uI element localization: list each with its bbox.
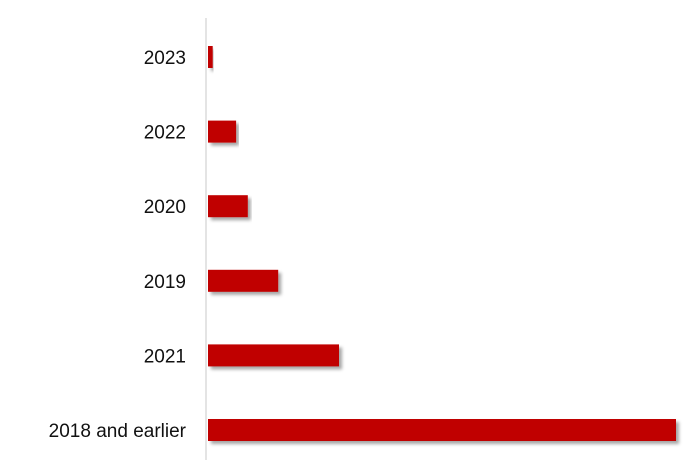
category-label: 2019 — [144, 272, 186, 293]
category-label: 2022 — [144, 123, 186, 144]
bar-2021 — [208, 344, 339, 367]
bar-2019 — [208, 269, 279, 292]
bars-layer — [208, 46, 676, 441]
category-label: 2018 and earlier — [49, 421, 187, 442]
category-label: 2021 — [144, 346, 186, 367]
bar-2020 — [208, 195, 248, 218]
category-labels-layer: 2023 2022 2020 2019 2021 2018 and earlier — [49, 48, 187, 442]
bar-2022 — [208, 120, 237, 143]
bar-2023 — [208, 46, 213, 68]
category-label: 2023 — [144, 48, 186, 69]
category-label: 2020 — [144, 197, 186, 218]
bar-2018-and-earlier — [208, 419, 676, 441]
